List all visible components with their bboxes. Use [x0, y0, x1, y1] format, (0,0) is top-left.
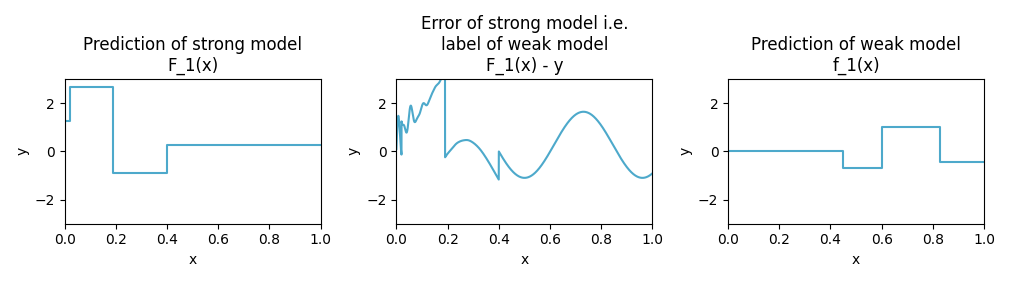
Y-axis label: y: y — [346, 147, 361, 155]
X-axis label: x: x — [520, 253, 528, 267]
Y-axis label: y: y — [679, 147, 693, 155]
Y-axis label: y: y — [15, 147, 29, 155]
X-axis label: x: x — [189, 253, 197, 267]
Title: Prediction of strong model
F_1(x): Prediction of strong model F_1(x) — [83, 36, 302, 75]
Title: Error of strong model i.e.
label of weak model
F_1(x) - y: Error of strong model i.e. label of weak… — [420, 15, 628, 75]
Title: Prediction of weak model
f_1(x): Prediction of weak model f_1(x) — [751, 36, 961, 75]
X-axis label: x: x — [851, 253, 861, 267]
